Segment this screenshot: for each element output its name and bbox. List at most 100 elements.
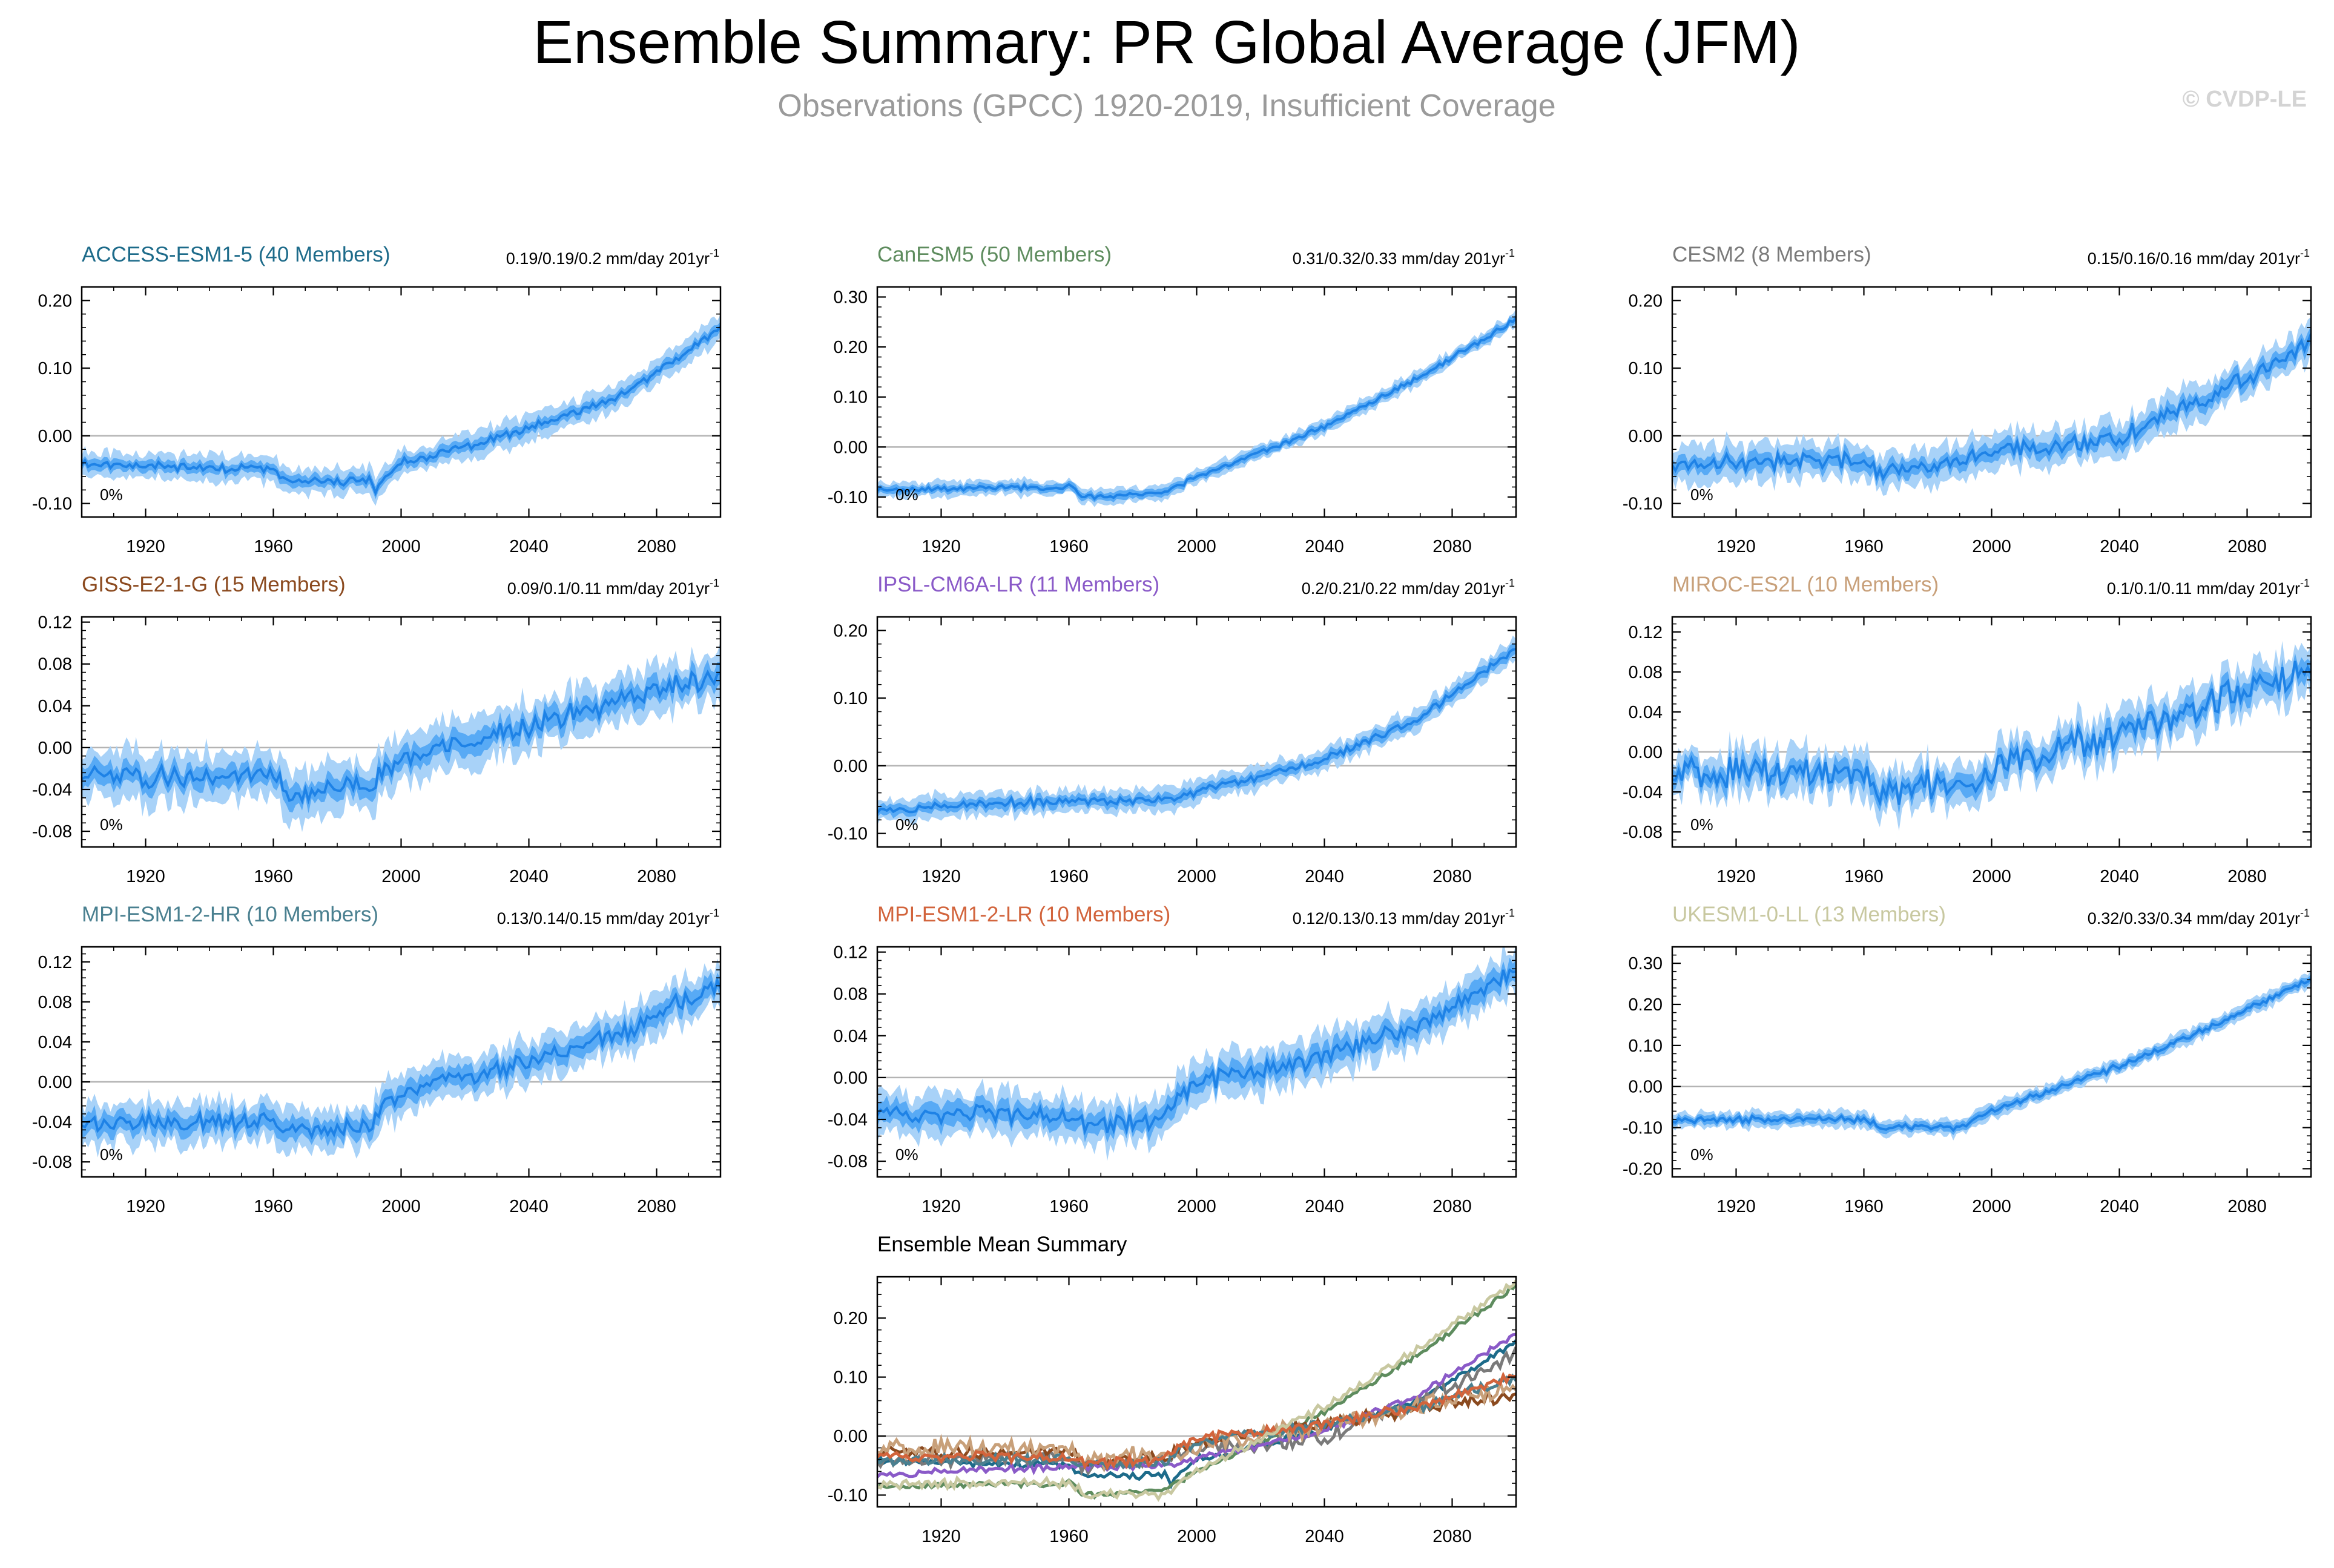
y-tick-label: -0.04 (828, 1110, 868, 1130)
spread-band-outer (82, 314, 720, 506)
y-tick-label: 0.10 (834, 689, 868, 708)
y-tick-label: 0.12 (38, 953, 72, 972)
x-tick-label: 2000 (1972, 867, 2011, 886)
plot-frame (1671, 616, 2312, 848)
x-tick-label: 1960 (1844, 537, 1884, 556)
percent-label: 0% (895, 815, 918, 834)
plot-area (82, 314, 720, 506)
trend-label: 0.09/0.1/0.11 mm/day 201yr-1 (507, 577, 719, 598)
x-tick-label: 1960 (1844, 1197, 1884, 1216)
summary-line-mpi-esm1-2-lr (877, 1371, 1516, 1471)
x-tick-label: 2080 (1432, 1527, 1472, 1546)
y-tick-label: -0.08 (1623, 823, 1663, 842)
x-tick-label: 1960 (254, 537, 293, 556)
summary-line-ukesm1-0-ll (877, 1280, 1516, 1502)
spread-band-outer (1672, 641, 2311, 831)
spread-band-inner (1672, 974, 2311, 1135)
x-tick-label: 2040 (1305, 1197, 1344, 1216)
y-tick-label: -0.10 (32, 495, 72, 514)
x-tick-label: 2080 (1432, 537, 1472, 556)
y-tick-label: -0.10 (1623, 1119, 1663, 1138)
x-tick-label: 1960 (1049, 537, 1089, 556)
x-tick-label: 2040 (2100, 1197, 2139, 1216)
x-tick-label: 2040 (2100, 537, 2139, 556)
trend-value: 0.1/0.1/0.11 mm/day 201yr (2107, 579, 2300, 598)
y-tick-label: -0.08 (828, 1152, 868, 1171)
spread-band-outer (877, 635, 1516, 826)
percent-label: 0% (100, 815, 123, 834)
trend-value: 0.19/0.19/0.2 mm/day 201yr (506, 249, 710, 268)
panel-title: GISS-E2-1-G (15 Members) (82, 573, 346, 596)
trend-superscript: -1 (1505, 577, 1515, 589)
x-tick-label: 1920 (126, 867, 165, 886)
percent-label: 0% (1690, 486, 1713, 504)
y-tick-label: 0.20 (1629, 291, 1663, 311)
y-tick-label: 0.00 (834, 1069, 868, 1088)
ensemble-mean-line (877, 317, 1516, 501)
spread-band-inner (877, 314, 1516, 502)
y-tick-label: -0.10 (828, 1486, 868, 1506)
trend-label: 0.19/0.19/0.2 mm/day 201yr-1 (506, 247, 719, 268)
panel-title: ACCESS-ESM1-5 (40 Members) (82, 243, 391, 266)
panel-title: MPI-ESM1-2-HR (10 Members) (82, 903, 378, 926)
ensemble-mean-line (82, 325, 720, 496)
trend-superscript: -1 (710, 907, 719, 919)
ensemble-mean-line (877, 968, 1516, 1136)
y-tick-label: -0.04 (1623, 783, 1663, 802)
percent-label: 0% (1690, 1145, 1713, 1164)
y-tick-label: 0.20 (834, 621, 868, 641)
x-tick-label: 2080 (1432, 867, 1472, 886)
y-tick-label: -0.04 (32, 780, 72, 800)
plot-frame (81, 616, 722, 848)
x-tick-label: 2000 (1177, 867, 1216, 886)
panel-title: MPI-ESM1-2-LR (10 Members) (877, 903, 1170, 926)
y-tick-label: 0.08 (834, 985, 868, 1004)
panel-6: 0% 0.13/0.14/0.15 mm/day 201yr-1 MPI-ESM1-… (32, 903, 722, 1216)
spread-band-outer (82, 958, 720, 1159)
plot-area (877, 309, 1516, 507)
x-tick-label: 2000 (1177, 1527, 1216, 1546)
plot-area (1672, 317, 2311, 496)
ensemble-mean-line (1672, 660, 2311, 807)
x-tick-label: 2080 (2227, 867, 2267, 886)
plot-area (1672, 641, 2311, 831)
plot-area (877, 1280, 1516, 1502)
trend-value: 0.15/0.16/0.16 mm/day 201yr (2088, 249, 2300, 268)
y-tick-label: 0.08 (1629, 663, 1663, 682)
x-tick-label: 2080 (1432, 1197, 1472, 1216)
y-tick-label: 0.00 (38, 739, 72, 758)
y-tick-label: 0.00 (834, 438, 868, 457)
panel-8: 0% 0.32/0.33/0.34 mm/day 201yr-1 UKESM1-0-… (1623, 903, 2312, 1216)
x-tick-label: 2080 (2227, 537, 2267, 556)
panel-5: 0% 0.1/0.1/0.11 mm/day 201yr-1 MIROC-ES2L … (1623, 573, 2312, 886)
x-tick-label: 2040 (1305, 1527, 1344, 1546)
y-tick-label: 0.12 (38, 613, 72, 633)
trend-label: 0.2/0.21/0.22 mm/day 201yr-1 (1302, 577, 1515, 598)
x-tick-label: 2040 (509, 867, 549, 886)
y-tick-label: 0.10 (1629, 359, 1663, 378)
y-tick-label: 0.08 (38, 655, 72, 674)
plot-area (82, 958, 720, 1159)
trend-label: 0.1/0.1/0.11 mm/day 201yr-1 (2107, 577, 2310, 598)
x-tick-label: 2000 (1972, 1197, 2011, 1216)
y-tick-label: 0.00 (38, 427, 72, 446)
panel-4: 0% 0.2/0.21/0.22 mm/day 201yr-1 IPSL-CM6A-… (828, 573, 1517, 886)
ensemble-mean-line (82, 977, 720, 1140)
spread-band-outer (877, 947, 1516, 1161)
plot-area (1672, 970, 2311, 1141)
spread-band-outer (82, 642, 720, 832)
y-tick-label: 0.00 (1629, 1078, 1663, 1097)
ensemble-mean-line (1672, 333, 2311, 481)
y-tick-label: 0.10 (834, 388, 868, 407)
x-tick-label: 2000 (381, 1197, 421, 1216)
summary-line-ipsl-cm6a-lr (877, 1332, 1516, 1478)
y-tick-label: 0.04 (834, 1027, 868, 1046)
ensemble-mean-line (82, 669, 720, 805)
watermark: © CVDP-LE (2183, 87, 2307, 112)
x-tick-label: 2040 (1305, 867, 1344, 886)
panel-title: MIROC-ES2L (10 Members) (1672, 573, 1939, 596)
x-tick-label: 1920 (921, 1527, 961, 1546)
x-tick-label: 2080 (2227, 1197, 2267, 1216)
y-tick-label: 0.00 (834, 1427, 868, 1446)
figure-subtitle: Observations (GPCC) 1920-2019, Insuffici… (777, 88, 1555, 124)
